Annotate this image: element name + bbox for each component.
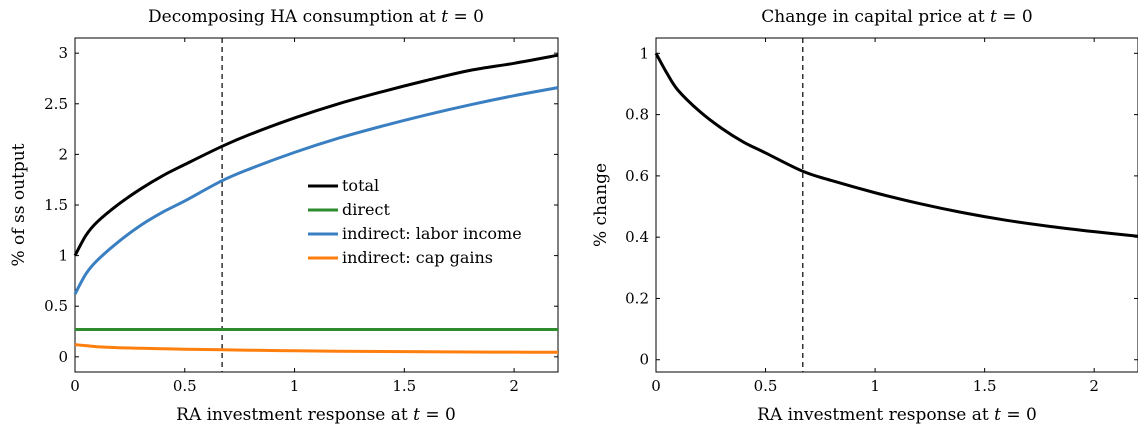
plot-frame (655, 37, 1138, 373)
x-tick-label: 1.5 (392, 377, 416, 395)
series-line-line (654, 52, 1138, 238)
y-tick-label: 2 (58, 145, 68, 163)
chart-title: Change in capital price at t = 0 (761, 7, 1032, 27)
legend-label: indirect: cap gains (342, 248, 493, 267)
x-axis-ticks: 0 0.5 1 1.5 2 (651, 38, 1099, 395)
x-tick-label: 1 (290, 377, 300, 395)
y-tick-label: 0 (639, 351, 649, 369)
y-tick-label: 2.5 (44, 95, 68, 113)
x-axis-ticks: 0 0.5 1 1.5 2 (70, 38, 519, 395)
legend-label: total (342, 176, 379, 195)
y-tick-label: 1 (639, 44, 649, 62)
series-line-indirect-cap-gains (74, 343, 559, 354)
series-group (73, 53, 559, 354)
series-line-indirect-labor-income (73, 86, 559, 295)
x-tick-label: 0.5 (173, 377, 197, 395)
x-tick-label: 1.5 (973, 377, 997, 395)
x-tick-label: 0.5 (754, 377, 778, 395)
x-axis-label: RA investment response at t = 0 (176, 405, 456, 425)
y-tick-label: 0.8 (625, 106, 649, 124)
chart-capital-price: Change in capital price at t = 0 0 0.5 1 1.… (591, 7, 1138, 425)
chart-ha-consumption: Decomposing HA consumption at t = 0 0 0.5… (9, 7, 559, 425)
y-tick-label: 3 (58, 44, 68, 62)
x-tick-label: 1 (870, 377, 880, 395)
y-tick-label: 0.6 (625, 167, 649, 185)
x-tick-label: 0 (651, 377, 661, 395)
series-line-total (73, 53, 559, 257)
y-tick-label: 1.5 (44, 196, 68, 214)
x-tick-label: 0 (70, 377, 80, 395)
chart-title: Decomposing HA consumption at t = 0 (148, 7, 484, 27)
legend: total direct indirect: labor income indirec… (308, 176, 522, 267)
y-axis-label: % of ss output (9, 143, 29, 266)
x-tick-label: 2 (1089, 377, 1099, 395)
y-axis-ticks: 0 0.2 0.4 0.6 0.8 1 (625, 44, 1138, 369)
y-axis-ticks: 0 0.5 1 1.5 2 2.5 3 (44, 44, 558, 366)
x-tick-label: 2 (509, 377, 519, 395)
plot-frame (74, 37, 559, 373)
x-axis-label: RA investment response at t = 0 (757, 405, 1037, 425)
y-tick-label: 0 (58, 348, 68, 366)
y-tick-label: 0.4 (625, 228, 649, 246)
legend-label: indirect: labor income (342, 224, 522, 243)
series-group (654, 52, 1138, 238)
y-tick-label: 0.2 (625, 289, 649, 307)
y-axis-label: % change (591, 163, 611, 247)
y-tick-label: 1 (58, 247, 68, 265)
legend-label: direct (342, 200, 390, 219)
y-tick-label: 0.5 (44, 297, 68, 315)
